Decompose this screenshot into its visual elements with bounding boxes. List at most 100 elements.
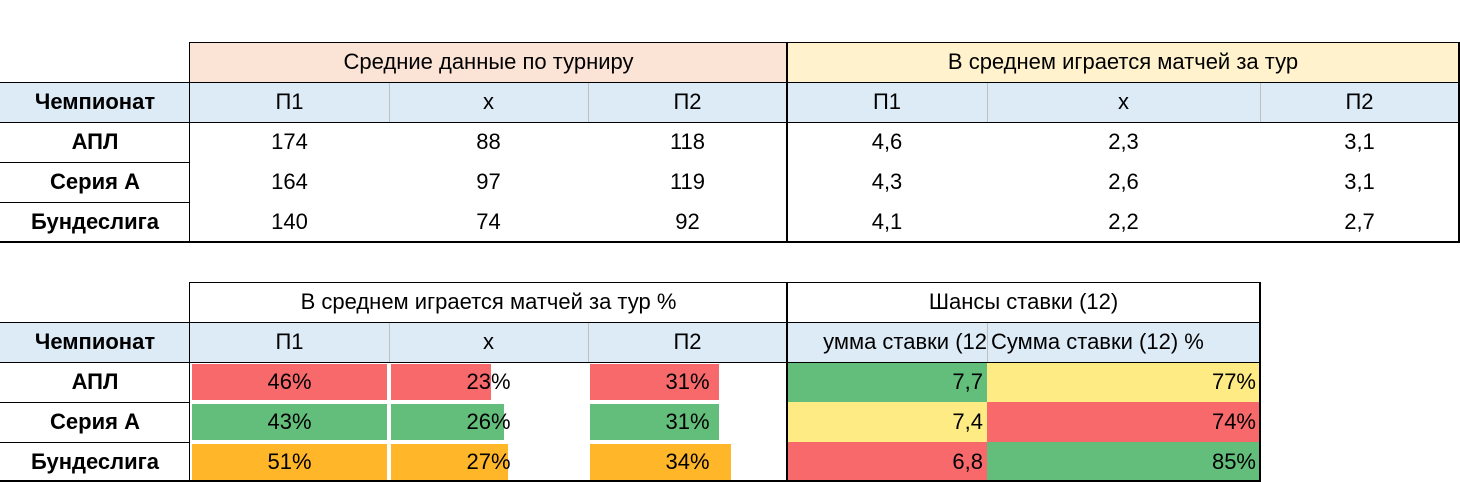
gridline (0, 122, 1460, 123)
table-row-label: Бундеслига (30, 209, 160, 234)
gridline (1458, 42, 1460, 242)
data-bar (590, 444, 731, 480)
table-cell: 3,1 (1344, 129, 1375, 154)
gridline (987, 322, 988, 362)
col-header-p2-avg: П2 (1260, 82, 1459, 122)
gridline (0, 442, 190, 443)
table-row-label: Серия А (50, 409, 140, 434)
table-cell: 88 (476, 129, 501, 154)
table-cell: 2,3 (1108, 129, 1139, 154)
gridline (0, 362, 1260, 363)
table-row-label: Серия А (50, 169, 140, 194)
group-header-matches-percent: В среднем играется матчей за тур % (300, 289, 677, 314)
percent-value: 34% (665, 449, 710, 474)
table-cell: 97 (476, 169, 501, 194)
gridline (0, 322, 1260, 323)
gridline (190, 42, 1460, 43)
data-bar (391, 404, 504, 440)
table-cell: 92 (675, 209, 700, 234)
group-header-bet-odds: Шансы ставки (12) (928, 289, 1119, 314)
table-row-label: АПЛ (71, 369, 119, 394)
bet-sum-pct-cell: 85% (987, 442, 1260, 482)
table-cell: 2,2 (1108, 209, 1139, 234)
table-cell: 164 (271, 169, 308, 194)
col-header-x-avg: x (987, 82, 1260, 122)
gridline (588, 322, 589, 362)
col-header-p2: П2 (588, 82, 787, 122)
gridline (189, 282, 190, 482)
bet-sum-cell: 6,8 (787, 442, 987, 482)
col-header-bet-sum: умма ставки (12 (787, 322, 987, 362)
table-cell: 119 (669, 169, 706, 194)
table-cell: 2,7 (1344, 209, 1375, 234)
table-row-label: АПЛ (71, 129, 119, 154)
table-cell: 174 (271, 129, 308, 154)
gridline (786, 282, 788, 482)
col-header-p1: П1 (190, 82, 389, 122)
percent-value: 23% (466, 369, 511, 394)
table-cell: 3,1 (1344, 169, 1375, 194)
bet-sum-pct-cell: 74% (987, 402, 1260, 442)
table-cell: 140 (271, 209, 308, 234)
table-cell: 4,6 (871, 129, 903, 154)
gridline (0, 162, 190, 163)
databar-cell: 27% (389, 442, 588, 482)
data-bar (192, 444, 387, 480)
bet-sum-cell: 7,4 (787, 402, 987, 442)
bet-sum-pct-cell: 77% (987, 362, 1260, 402)
data-bar (391, 364, 491, 400)
databar-cell: 51% (190, 442, 389, 482)
table-cell: 4,3 (871, 169, 903, 194)
data-bar (192, 404, 387, 440)
percent-value: 31% (665, 369, 710, 394)
data-bar (590, 364, 719, 400)
table-cell: 118 (669, 129, 706, 154)
percent-value: 31% (665, 409, 710, 434)
gridline (389, 322, 390, 362)
gridline (389, 82, 390, 122)
group-header-matches-per-round: В среднем играется матчей за тур (787, 42, 1459, 82)
gridline (189, 42, 190, 242)
bet-sum-cell: 7,7 (787, 362, 987, 402)
gridline (786, 42, 788, 242)
table-row-label: Бундеслига (30, 449, 160, 474)
databar-cell: 43% (190, 402, 389, 442)
gridline (588, 82, 589, 122)
databar-cell: 26% (389, 402, 588, 442)
percent-value: 51% (267, 449, 312, 474)
table-cell: 2,6 (1108, 169, 1139, 194)
databar-cell: 46% (190, 362, 389, 402)
col-header-p2: П2 (588, 322, 787, 362)
gridline (0, 241, 1460, 243)
data-bar (192, 364, 387, 400)
data-bar (391, 444, 508, 480)
table-cell: 4,1 (871, 209, 903, 234)
percent-value: 46% (267, 369, 312, 394)
percent-value: 43% (267, 409, 312, 434)
data-bar (590, 404, 719, 440)
gridline (987, 82, 988, 122)
gridline (1260, 82, 1261, 122)
row-header-championship: Чемпионат (0, 322, 190, 362)
gridline (0, 202, 190, 203)
row-header-championship: Чемпионат (0, 82, 190, 122)
gridline (0, 480, 1260, 482)
col-header-x: x (389, 322, 588, 362)
col-header-p1: П1 (190, 322, 389, 362)
col-header-p1-avg: П1 (787, 82, 987, 122)
databar-cell: 23% (389, 362, 588, 402)
gridline (1259, 282, 1261, 482)
databar-cell: 34% (588, 442, 787, 482)
col-header-bet-sum-pct: Сумма ставки (12) % (987, 322, 1260, 362)
databar-cell: 31% (588, 402, 787, 442)
percent-value: 26% (466, 409, 511, 434)
col-header-x: x (389, 82, 588, 122)
tournament-averages-table: Средние данные по турниру В среднем игра… (0, 42, 1460, 243)
percent-value: 27% (466, 449, 511, 474)
group-header-tournament-averages: Средние данные по турниру (190, 42, 787, 82)
table-cell: 74 (476, 209, 501, 234)
gridline (0, 82, 1460, 83)
gridline (0, 402, 190, 403)
databar-cell: 31% (588, 362, 787, 402)
